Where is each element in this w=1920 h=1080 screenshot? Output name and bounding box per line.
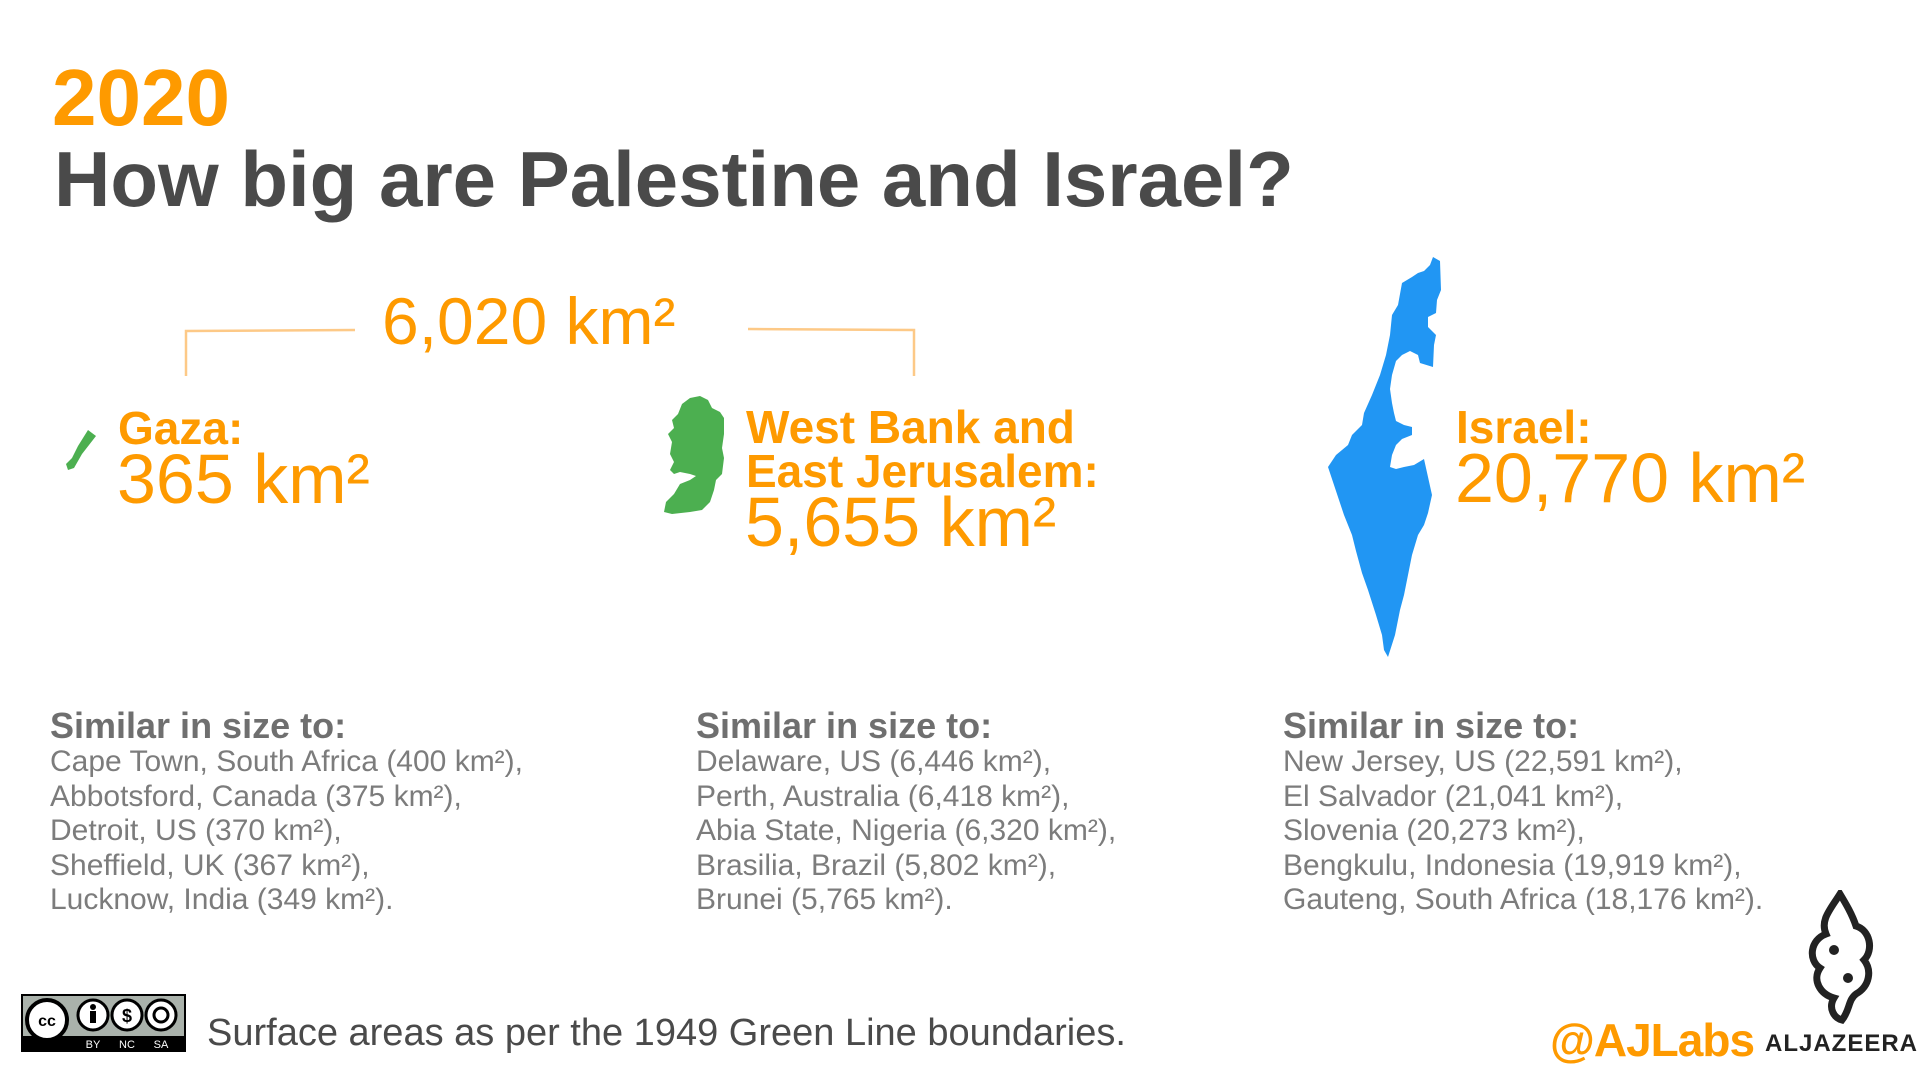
similar-gaza: Similar in size to: Cape Town, South Afr… bbox=[50, 707, 670, 918]
svg-text:SA: SA bbox=[154, 1039, 169, 1051]
similar-item: Perth, Australia (6,418 km²), bbox=[696, 779, 1070, 813]
aljazeera-wordmark: ALJAZEERA bbox=[1765, 1030, 1919, 1057]
similar-israel: Similar in size to: New Jersey, US (22,5… bbox=[1283, 707, 1903, 918]
gaza-map-icon bbox=[66, 430, 96, 470]
similar-west-bank: Similar in size to: Delaware, US (6,446 … bbox=[696, 707, 1316, 918]
similar-heading: Similar in size to: bbox=[696, 705, 993, 746]
ajlabs-handle[interactable]: @AJLabs bbox=[1550, 1014, 1755, 1066]
similar-item: Brasilia, Brazil (5,802 km²), bbox=[696, 848, 1057, 882]
similar-item: Gauteng, South Africa (18,176 km²). bbox=[1283, 883, 1764, 916]
footnote: Surface areas as per the 1949 Green Line… bbox=[207, 1012, 1126, 1054]
similar-item: Delaware, US (6,446 km²), bbox=[696, 745, 1052, 778]
aljazeera-calligraphy-logo-icon bbox=[1808, 890, 1874, 1024]
similar-item: Slovenia (20,273 km²), bbox=[1283, 814, 1585, 847]
similar-item: New Jersey, US (22,591 km²), bbox=[1283, 745, 1683, 778]
bracket-left bbox=[184, 328, 356, 376]
nc-icon bbox=[110, 998, 144, 1032]
west-bank-area: 5,655 km² bbox=[745, 483, 1057, 561]
cc-icon bbox=[25, 998, 69, 1042]
svg-text:NC: NC bbox=[119, 1039, 135, 1051]
gaza-area: 365 km² bbox=[117, 440, 370, 518]
west-bank-label-line1: West Bank and bbox=[746, 401, 1075, 453]
gaza-label: Gaza: bbox=[118, 402, 244, 454]
similar-item: Sheffield, UK (367 km²), bbox=[50, 848, 370, 882]
similar-item: Detroit, US (370 km²), bbox=[50, 814, 342, 847]
page-title: How big are Palestine and Israel? bbox=[54, 135, 1294, 223]
west-bank-label-line2: East Jerusalem: bbox=[746, 445, 1099, 497]
similar-heading: Similar in size to: bbox=[50, 705, 347, 746]
creative-commons-badge[interactable]: cc $ BY NC SA bbox=[21, 994, 186, 1052]
sa-icon bbox=[144, 998, 178, 1032]
similar-item: El Salvador (21,041 km²), bbox=[1283, 779, 1624, 813]
svg-text:$: $ bbox=[122, 1006, 132, 1026]
israel-label: Israel: bbox=[1456, 401, 1592, 453]
similar-item: Abia State, Nigeria (6,320 km²), bbox=[696, 814, 1117, 847]
palestine-total-area: 6,020 km² bbox=[382, 284, 676, 358]
bracket-right bbox=[747, 327, 916, 376]
similar-heading: Similar in size to: bbox=[1283, 705, 1580, 746]
svg-text:cc: cc bbox=[38, 1013, 56, 1030]
israel-area: 20,770 km² bbox=[1455, 439, 1806, 517]
similar-item: Bengkulu, Indonesia (19,919 km²), bbox=[1283, 848, 1742, 882]
israel-map-icon bbox=[1328, 257, 1441, 657]
year-heading: 2020 bbox=[52, 53, 230, 142]
similar-item: Cape Town, South Africa (400 km²), bbox=[50, 745, 523, 778]
similar-item: Brunei (5,765 km²). bbox=[696, 883, 953, 916]
similar-item: Abbotsford, Canada (375 km²), bbox=[50, 779, 462, 813]
west-bank-map-icon bbox=[664, 396, 724, 514]
svg-text:BY: BY bbox=[86, 1039, 101, 1051]
similar-item: Lucknow, India (349 km²). bbox=[50, 883, 394, 916]
